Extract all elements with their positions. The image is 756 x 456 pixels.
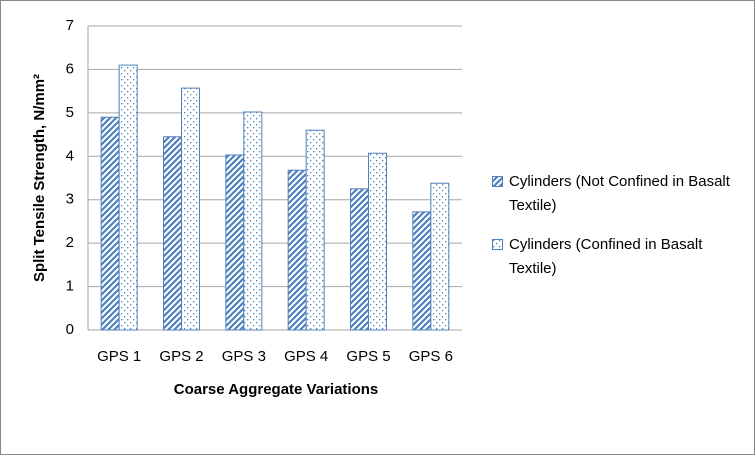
- bar: [412, 211, 432, 331]
- bar: [181, 87, 200, 331]
- x-tick-label: GPS 1: [97, 348, 141, 365]
- bar: [163, 136, 182, 331]
- x-tick-label: GPS 6: [409, 348, 453, 365]
- legend-label: Cylinders (Not Confined in Basalt Textil…: [509, 173, 730, 214]
- bar: [430, 182, 450, 331]
- x-tick-label: GPS 5: [346, 348, 390, 365]
- bar: [243, 111, 263, 331]
- legend: Cylinders (Not Confined in Basalt Textil…: [492, 170, 742, 296]
- bar: [225, 154, 245, 331]
- bar: [287, 169, 307, 331]
- y-tick-label: 1: [66, 278, 74, 295]
- bar: [118, 64, 138, 331]
- bar: [368, 152, 387, 331]
- y-tick-label: 5: [66, 104, 74, 121]
- y-tick-label: 6: [66, 60, 74, 77]
- y-tick-label: 2: [66, 234, 74, 251]
- bar: [305, 129, 325, 331]
- legend-label: Cylinders (Confined in Basalt Textile): [509, 236, 703, 277]
- x-tick-label: GPS 4: [284, 348, 328, 365]
- y-tick-label: 4: [66, 147, 74, 164]
- y-axis-title: Split Tensile Strength, N/mm²: [31, 74, 48, 282]
- x-axis-title: Coarse Aggregate Variations: [174, 381, 379, 398]
- legend-item: Cylinders (Confined in Basalt Textile): [492, 233, 742, 281]
- x-tick-label: GPS 2: [159, 348, 203, 365]
- y-tick-label: 7: [66, 17, 74, 34]
- legend-swatch: [492, 176, 503, 187]
- y-tick-label: 3: [66, 191, 74, 208]
- bar: [350, 188, 369, 331]
- legend-swatch: [492, 239, 503, 250]
- y-tick-label: 0: [66, 321, 74, 338]
- x-tick-label: GPS 3: [222, 348, 266, 365]
- bar: [100, 116, 120, 331]
- legend-item: Cylinders (Not Confined in Basalt Textil…: [492, 170, 742, 218]
